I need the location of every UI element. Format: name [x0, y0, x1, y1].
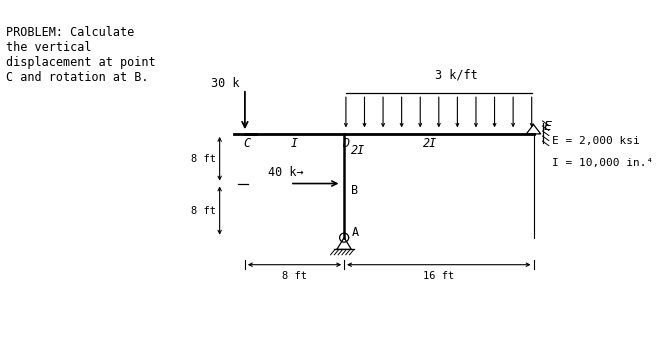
- Text: 8 ft: 8 ft: [191, 206, 216, 216]
- Text: 16 ft: 16 ft: [423, 271, 455, 281]
- Text: I: I: [291, 137, 298, 150]
- Text: A: A: [351, 226, 358, 239]
- Text: 3 k/ft: 3 k/ft: [436, 69, 478, 82]
- Text: 8 ft: 8 ft: [282, 271, 307, 281]
- Text: E: E: [544, 120, 552, 133]
- Text: 8 ft: 8 ft: [191, 154, 216, 164]
- Text: 2I: 2I: [422, 137, 437, 150]
- Text: 2I: 2I: [351, 144, 366, 157]
- Text: 30 k: 30 k: [211, 77, 239, 90]
- Text: B: B: [351, 184, 358, 197]
- Text: 40 k→: 40 k→: [268, 166, 303, 179]
- Text: C: C: [243, 137, 250, 150]
- Text: I = 10,000 in.⁴: I = 10,000 in.⁴: [552, 158, 653, 168]
- Text: PROBLEM: Calculate
the vertical
displacement at point
C and rotation at B.: PROBLEM: Calculate the vertical displace…: [6, 26, 156, 84]
- Text: E = 2,000 ksi: E = 2,000 ksi: [552, 136, 639, 146]
- Text: D: D: [343, 137, 349, 150]
